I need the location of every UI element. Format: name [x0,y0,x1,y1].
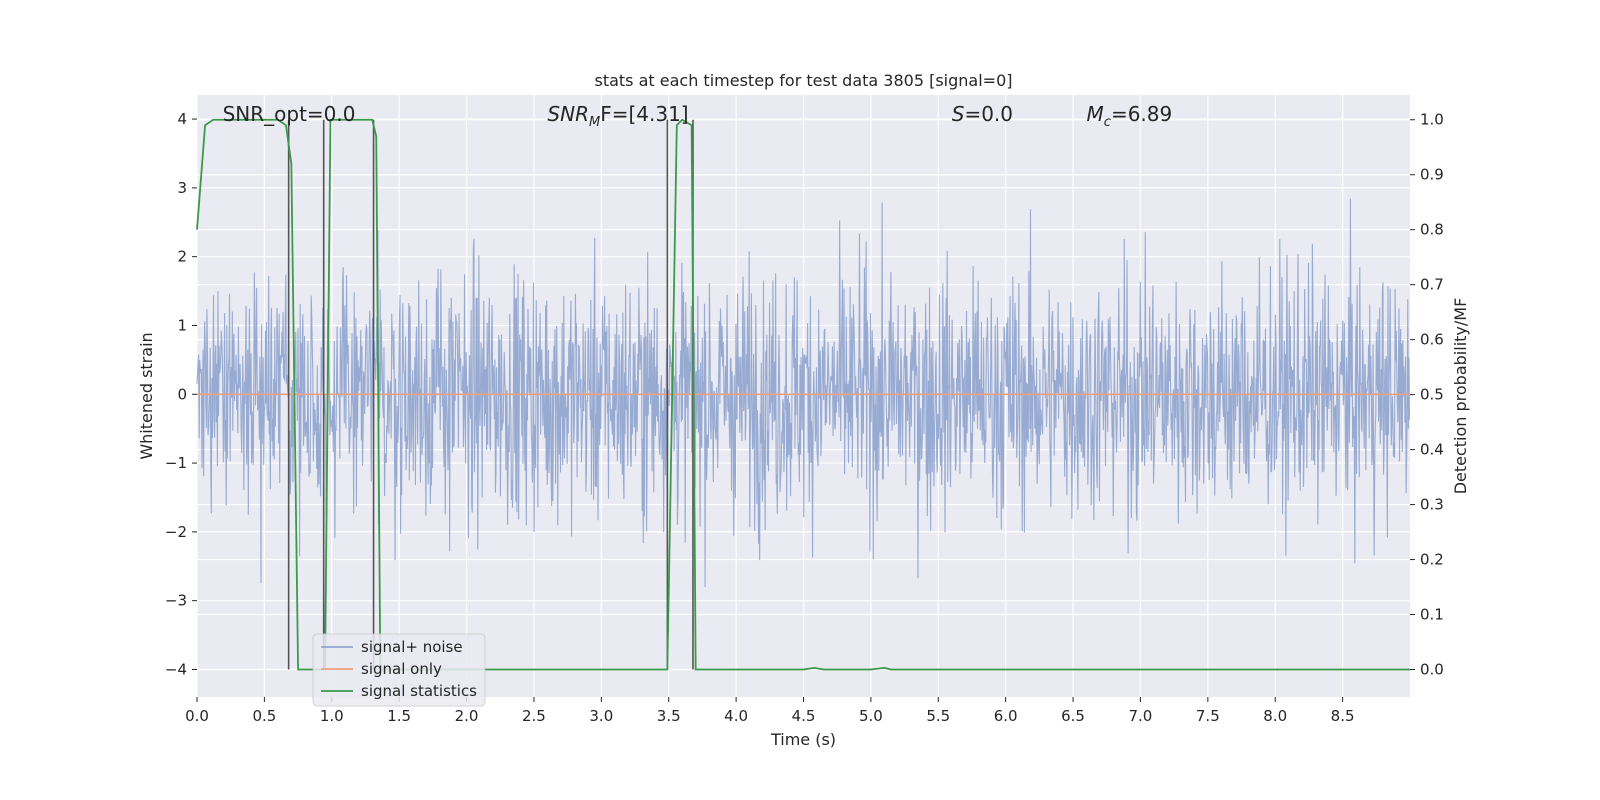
x-tick-label: 4.0 [724,707,748,725]
x-tick-label: 0.0 [185,707,209,725]
annotation-snr-mf-base: SNR [547,102,589,126]
y-tick-label: 0 [177,385,187,403]
legend-label: signal statistics [361,682,477,700]
x-tick-label: 3.5 [657,707,681,725]
y-tick-label: 2 [177,248,187,266]
annotation-s-italic: S [952,102,965,126]
y-axis-ticks: 4 3 2 1 0 −1 −2 −3 −4 [165,110,197,678]
legend: signal+ noise signal only signal statistic… [312,633,486,707]
signal-statistics-series [196,118,1410,671]
legend-label: signal+ noise [361,638,463,656]
annotation-snr-mf: SNRMF=[4.31] [547,102,688,130]
signal-statistics-line [196,118,1410,671]
x-tick-label: 1.0 [320,707,344,725]
y-axis-label: Whitened strain [137,332,156,459]
annotation-s: S=0.0 [952,102,1013,126]
x-tick-label: 3.0 [589,707,613,725]
x-axis-ticks: 0.0 0.5 1.0 1.5 2.0 2.5 3.0 3.5 4.0 4.5 5.0 5.5 6.0 6… [185,697,1355,725]
annotation-mc-base: M [1087,102,1104,126]
x-tick-label: 8.0 [1263,707,1287,725]
x-tick-label: 6.0 [994,707,1018,725]
annotation-snr-mf-rest: F=[4.31] [600,102,688,126]
y2-tick-label: 0.7 [1420,276,1444,294]
y-tick-label: 1 [177,316,187,334]
y-tick-label: −2 [165,523,187,541]
annotation-snr-mf-sub: M [589,115,600,130]
y2-tick-label: 0.4 [1420,441,1444,459]
x-tick-label: 0.5 [252,707,276,725]
chart-title: stats at each timestep for test data 380… [594,71,1012,90]
x-tick-label: 8.5 [1331,707,1355,725]
x-tick-label: 2.5 [522,707,546,725]
x-tick-label: 5.0 [859,707,883,725]
y2-axis-label: Detection probability/MF [1451,298,1470,495]
y2-tick-label: 1.0 [1420,111,1444,129]
y2-tick-label: 0.0 [1420,661,1444,679]
y-tick-label: 3 [177,179,187,197]
y2-tick-label: 0.6 [1420,331,1444,349]
y-tick-label: −3 [165,592,187,610]
annotation-s-rest: =0.0 [964,102,1013,126]
annotation-mc: Mc=6.89 [1087,102,1173,130]
y2-tick-label: 0.9 [1420,166,1444,184]
x-axis-label: Time (s) [770,730,836,749]
y2-tick-label: 0.1 [1420,606,1444,624]
signal-noise-series [196,198,1411,587]
annotation-snr-opt: SNR_opt=0.0 [223,102,356,126]
x-tick-label: 4.5 [792,707,816,725]
y2-tick-label: 0.2 [1420,551,1444,569]
x-tick-label: 5.5 [926,707,950,725]
y2-axis-ticks: 1.0 0.9 0.8 0.7 0.6 0.5 0.4 0.3 0.2 0.1 0.0 [1410,111,1444,679]
x-tick-label: 7.0 [1129,707,1153,725]
x-tick-label: 6.5 [1061,707,1085,725]
x-tick-label: 2.0 [455,707,479,725]
legend-label: signal only [361,660,442,678]
legend-box [312,633,486,707]
y-tick-label: −1 [165,454,187,472]
y2-tick-label: 0.3 [1420,496,1444,514]
y2-tick-label: 0.5 [1420,386,1444,404]
y-tick-label: 4 [177,110,187,128]
y-tick-label: −4 [165,660,187,678]
y2-tick-label: 0.8 [1420,221,1444,239]
noise-line [196,198,1411,587]
x-tick-label: 1.5 [387,707,411,725]
annotation-mc-sub: c [1104,115,1111,130]
annotation-mc-rest: =6.89 [1111,102,1172,126]
x-tick-label: 7.5 [1196,707,1220,725]
